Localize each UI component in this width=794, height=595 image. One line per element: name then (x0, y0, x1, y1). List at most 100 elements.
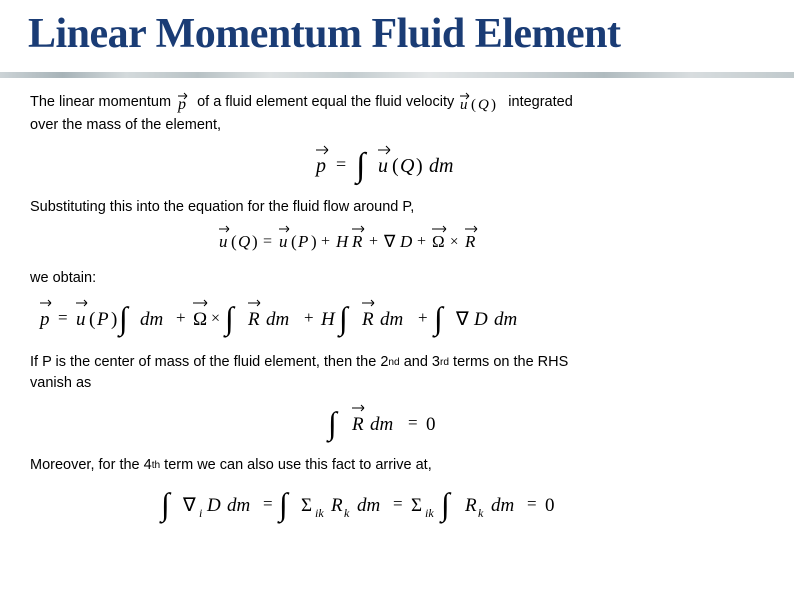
svg-text:dm: dm (227, 495, 250, 516)
svg-text:Ω: Ω (432, 232, 445, 251)
svg-text:R: R (464, 232, 476, 251)
svg-text:k: k (344, 506, 350, 520)
svg-text:+: + (304, 308, 314, 327)
svg-text:R: R (464, 495, 477, 516)
inline-p-vec-icon: p (175, 92, 193, 114)
svg-text:+: + (417, 233, 426, 250)
svg-text:(: ( (392, 155, 399, 177)
svg-text:dm: dm (429, 155, 453, 177)
paragraph-1b: over the mass of the element, (30, 116, 764, 136)
svg-text:R: R (351, 414, 364, 435)
svg-text:dm: dm (380, 309, 403, 330)
svg-text:u: u (219, 232, 228, 251)
equation-3: p = u ( P ) ∫ dm + Ω × ∫ R dm + H ∫ R dm… (36, 295, 764, 341)
text: The linear momentum (30, 93, 175, 113)
svg-text:×: × (450, 234, 458, 250)
eq2-svg: u ( Q ) = u ( P ) + H R + ∇ D + Ω × R (217, 223, 577, 257)
svg-text:∇: ∇ (182, 495, 196, 516)
text: term we can also use this fact to arrive… (160, 456, 432, 476)
svg-text:+: + (369, 233, 378, 250)
text: If P is the center of mass of the fluid … (30, 353, 388, 373)
paragraph-4b: vanish as (30, 374, 764, 394)
svg-text:Q: Q (400, 155, 415, 177)
svg-text:u: u (460, 97, 468, 113)
svg-text:∇: ∇ (383, 232, 396, 251)
svg-text:u: u (76, 309, 86, 330)
svg-text:): ) (416, 155, 423, 177)
page-title: Linear Momentum Fluid Element (28, 10, 766, 58)
svg-text:=: = (393, 494, 403, 513)
svg-text:Σ: Σ (411, 495, 422, 516)
svg-text:0: 0 (545, 495, 555, 516)
eq1-svg: p = ∫ u ( Q ) dm (312, 142, 482, 186)
svg-text:i: i (199, 506, 202, 520)
svg-text:P: P (96, 309, 109, 330)
text: and 3 (400, 353, 440, 373)
svg-text:): ) (491, 97, 496, 113)
ordinal: rd (440, 356, 449, 370)
svg-text:0: 0 (426, 414, 436, 435)
text: of a fluid element equal the fluid veloc… (193, 93, 458, 113)
equation-1: p = ∫ u ( Q ) dm (30, 142, 764, 186)
svg-text:(: ( (471, 97, 476, 113)
svg-text:R: R (361, 309, 374, 330)
svg-text:): ) (311, 232, 317, 251)
svg-text:(: ( (291, 232, 297, 251)
svg-text:∫: ∫ (159, 486, 172, 524)
svg-text:k: k (478, 506, 484, 520)
text: integrated (504, 93, 573, 113)
svg-text:Σ: Σ (301, 495, 312, 516)
svg-text:ik: ik (425, 506, 434, 520)
eq4-svg: ∫ R dm = 0 (322, 400, 472, 444)
title-region: Linear Momentum Fluid Element (0, 0, 794, 78)
ordinal: th (152, 459, 160, 473)
svg-text:=: = (58, 308, 68, 327)
svg-text:P: P (297, 232, 308, 251)
equation-4: ∫ R dm = 0 (30, 400, 764, 444)
svg-text:ik: ik (315, 506, 324, 520)
svg-text:u: u (279, 232, 288, 251)
svg-text:∫: ∫ (326, 405, 339, 443)
svg-text:Q: Q (238, 232, 250, 251)
svg-text:=: = (263, 233, 272, 250)
svg-text:D: D (206, 495, 221, 516)
svg-text:∫: ∫ (223, 300, 236, 338)
svg-text:(: ( (89, 309, 95, 330)
svg-text:p: p (314, 155, 326, 177)
svg-text:+: + (321, 233, 330, 250)
svg-text:∇: ∇ (455, 309, 469, 330)
ordinal: nd (388, 356, 399, 370)
svg-text:×: × (211, 310, 220, 327)
svg-text:+: + (176, 308, 186, 327)
svg-text:u: u (378, 155, 388, 177)
paragraph-5: Moreover, for the 4th term we can also u… (30, 456, 764, 476)
svg-text:D: D (473, 309, 488, 330)
inline-uQ-vec-icon: u ( Q ) (458, 92, 504, 114)
svg-text:dm: dm (357, 495, 380, 516)
text: we obtain: (30, 269, 96, 289)
svg-text:Ω: Ω (193, 309, 207, 330)
text: vanish as (30, 374, 91, 394)
svg-text:dm: dm (370, 414, 393, 435)
svg-text:Q: Q (478, 97, 489, 113)
text: Moreover, for the 4 (30, 456, 152, 476)
paragraph-2: Substituting this into the equation for … (30, 198, 764, 218)
svg-text:): ) (252, 232, 258, 251)
svg-text:(: ( (231, 232, 237, 251)
equation-5: ∫ ∇ i D dm = ∫ Σ ik R k dm = Σ ik ∫ R k … (30, 481, 764, 525)
equation-2: u ( Q ) = u ( P ) + H R + ∇ D + Ω × R (30, 223, 764, 257)
paragraph-4: If P is the center of mass of the fluid … (30, 353, 764, 373)
svg-text:H: H (320, 309, 336, 330)
svg-text:=: = (408, 413, 418, 432)
svg-text:∫: ∫ (337, 300, 350, 338)
svg-text:+: + (418, 308, 428, 327)
svg-text:D: D (399, 232, 413, 251)
svg-text:dm: dm (266, 309, 289, 330)
svg-text:dm: dm (140, 309, 163, 330)
text: Substituting this into the equation for … (30, 198, 414, 218)
svg-text:): ) (111, 309, 117, 330)
svg-text:∫: ∫ (277, 486, 290, 524)
content-region: The linear momentum p of a fluid element… (0, 78, 794, 547)
svg-text:R: R (247, 309, 260, 330)
svg-text:R: R (351, 232, 363, 251)
